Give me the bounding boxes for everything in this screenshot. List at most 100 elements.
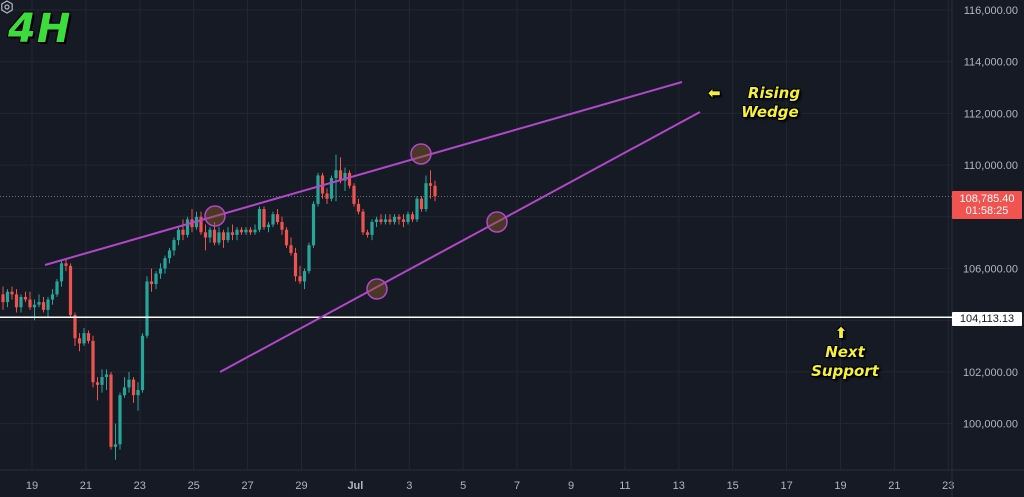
wedge-upper-trendline[interactable] bbox=[44, 81, 683, 266]
candle-body bbox=[5, 291, 10, 303]
timeframe-label: 4H bbox=[8, 6, 72, 52]
candle-body bbox=[410, 214, 415, 220]
bar-countdown: 01:58:25 bbox=[965, 205, 1009, 217]
candle-body bbox=[329, 178, 334, 199]
candle-body bbox=[86, 333, 91, 341]
wedge-lower-trendline[interactable] bbox=[219, 111, 701, 373]
candle-body bbox=[262, 209, 266, 228]
candle-body bbox=[100, 377, 104, 385]
candle-body bbox=[379, 219, 383, 222]
rising-wedge-annotation: ⬅ Rising Wedge bbox=[706, 84, 806, 122]
y-tick-label: 102,000.00 bbox=[963, 367, 1018, 379]
x-tick-label: 27 bbox=[241, 480, 253, 492]
candle-body bbox=[19, 296, 23, 308]
x-tick-label: 23 bbox=[942, 480, 954, 492]
y-tick-label: 112,000.00 bbox=[964, 108, 1018, 120]
candle-body bbox=[365, 232, 370, 235]
x-tick-label: 13 bbox=[673, 480, 685, 492]
candle-body bbox=[50, 294, 55, 300]
candle-body bbox=[167, 250, 172, 259]
candle-body bbox=[419, 198, 424, 210]
candle-body bbox=[271, 214, 275, 225]
support-line1: Next bbox=[825, 343, 865, 361]
candle-body bbox=[172, 240, 176, 251]
x-tick-label: 5 bbox=[460, 480, 466, 492]
candle-body bbox=[428, 183, 433, 186]
x-tick-label: 23 bbox=[134, 480, 146, 492]
x-tick-label: 3 bbox=[406, 480, 412, 492]
candle-body bbox=[284, 229, 289, 246]
last-price-tag: 108,785.40 01:58:25 bbox=[952, 191, 1022, 219]
y-tick-label: 110,000.00 bbox=[964, 160, 1018, 172]
candle-body bbox=[199, 216, 203, 233]
settings-gear-icon[interactable] bbox=[0, 0, 14, 14]
candle-body bbox=[127, 379, 131, 388]
candle-body bbox=[293, 252, 298, 277]
candle-body bbox=[140, 335, 145, 390]
candle-body bbox=[28, 299, 32, 308]
candle-body bbox=[406, 214, 410, 222]
up-arrow-icon: ⬆ bbox=[834, 324, 848, 342]
candle-body bbox=[37, 302, 41, 305]
candle-body bbox=[77, 338, 82, 344]
candle-body bbox=[176, 229, 181, 241]
wedge-touch-point bbox=[486, 211, 508, 233]
candle-body bbox=[113, 444, 118, 447]
candle-body bbox=[122, 387, 127, 396]
candle-body bbox=[131, 379, 136, 396]
candle-body bbox=[32, 304, 37, 308]
candle-body bbox=[154, 273, 158, 285]
candle-body bbox=[289, 245, 293, 253]
candle-body bbox=[185, 219, 190, 235]
candle-body bbox=[221, 232, 226, 241]
x-tick-label: 19 bbox=[26, 480, 38, 492]
candle-body bbox=[325, 193, 329, 199]
x-tick-label: 17 bbox=[780, 480, 792, 492]
next-support-annotation: ⬆ Next Support bbox=[800, 324, 890, 381]
candle-body bbox=[10, 291, 14, 295]
candle-body bbox=[158, 268, 163, 274]
x-tick-label: Jul bbox=[347, 480, 363, 492]
candle-body bbox=[73, 315, 77, 339]
candle-body bbox=[91, 340, 95, 383]
last-price-value: 108,785.40 bbox=[959, 193, 1015, 205]
candle-body bbox=[181, 229, 185, 235]
candle-body bbox=[235, 229, 239, 235]
support-line2: Support bbox=[811, 362, 879, 380]
candle-body bbox=[388, 219, 392, 222]
candle-body bbox=[136, 389, 140, 396]
candle-body bbox=[338, 170, 343, 181]
candle-body bbox=[433, 185, 437, 197]
y-tick-label: 106,000.00 bbox=[963, 264, 1018, 276]
candle-body bbox=[118, 395, 122, 445]
candle-body bbox=[298, 276, 302, 282]
candle-body bbox=[347, 172, 352, 186]
candle-body bbox=[1, 294, 5, 303]
x-tick-label: 19 bbox=[834, 480, 846, 492]
candle-body bbox=[401, 219, 406, 222]
candle-body bbox=[226, 232, 230, 241]
candle-body bbox=[361, 211, 365, 233]
candle-body bbox=[397, 216, 401, 220]
candle-body bbox=[239, 229, 244, 233]
candle-body bbox=[266, 224, 271, 228]
candle-body bbox=[145, 281, 149, 336]
x-tick-label: 29 bbox=[295, 480, 307, 492]
candle-body bbox=[163, 258, 167, 269]
candle-body bbox=[14, 294, 19, 308]
candle-body bbox=[343, 172, 347, 181]
candle-body bbox=[248, 229, 253, 233]
candle-body bbox=[64, 263, 68, 266]
y-tick-label: 116,000.00 bbox=[964, 5, 1018, 17]
wedge-line2: Wedge bbox=[741, 103, 799, 121]
candle-body bbox=[316, 175, 320, 204]
candle-body bbox=[230, 232, 235, 235]
candle-body bbox=[68, 265, 73, 316]
x-tick-label: 21 bbox=[80, 480, 92, 492]
candle-body bbox=[253, 229, 257, 233]
candle-body bbox=[109, 374, 113, 447]
y-tick-label: 114,000.00 bbox=[964, 57, 1018, 69]
candle-body bbox=[352, 185, 356, 204]
